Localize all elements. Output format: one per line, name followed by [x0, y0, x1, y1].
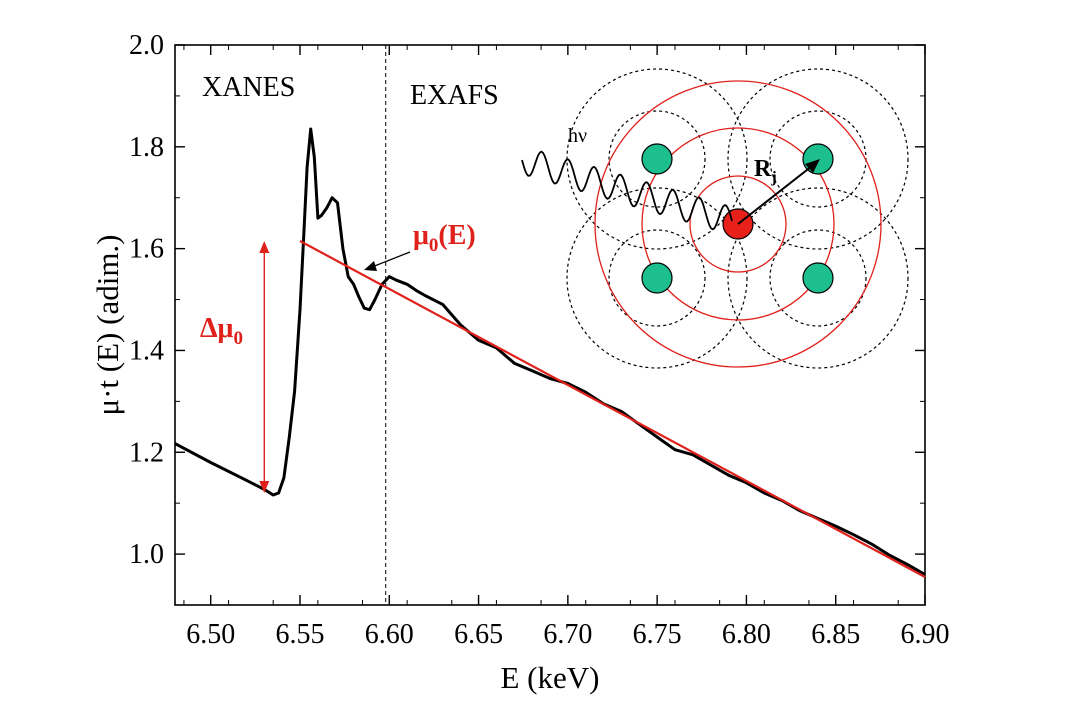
outer-shell-2: [566, 187, 748, 369]
x-tick-label-5: 6.75: [633, 619, 682, 650]
x-tick-label-8: 6.90: [901, 619, 950, 650]
neighbor-atom-2: [641, 262, 673, 294]
y-tick-label-4: 1.8: [129, 132, 164, 163]
wavefront-ring-1: [641, 127, 835, 321]
rj-label: Rj: [754, 156, 777, 186]
mu0-label: μ0(E): [413, 220, 476, 256]
y-tick-label-1: 1.2: [129, 437, 164, 468]
x-tick-label-6: 6.80: [722, 619, 771, 650]
y-tick-label-0: 1.0: [129, 539, 164, 570]
x-tick-label-0: 6.50: [186, 619, 235, 650]
neighbor-atom-3: [802, 262, 834, 294]
rj-arrow-line: [737, 165, 813, 225]
wavefront-ring-0: [689, 175, 787, 273]
x-tick-label-4: 6.70: [543, 619, 592, 650]
scattering-inset: hν Rj: [521, 68, 909, 369]
inner-shell-3: [769, 229, 867, 327]
mu0-pointer-line: [371, 251, 411, 268]
y-tick-label-5: 2.0: [129, 30, 164, 61]
neighbor-atom-0: [641, 143, 673, 175]
tick-labels: 6.50 6.55 6.60 6.65 6.70 6.75 6.80 6.85 6.90 1.0 1…: [129, 30, 950, 650]
xanes-label: XANES: [202, 72, 295, 103]
series-layer: [174, 127, 926, 578]
absorption-curve: [174, 127, 926, 576]
photon-label: hν: [568, 125, 587, 147]
y-axis-title: μ·t (E) (adim.): [90, 234, 125, 415]
outer-shell-1: [727, 68, 909, 250]
mu0-fit-line: [299, 240, 926, 578]
annotations: XANES EXAFS Δμ0 μ0(E): [200, 72, 499, 493]
y-tick-label-2: 1.4: [129, 335, 164, 366]
rj-arrow-head: [805, 159, 820, 173]
wavefront-ring-2: [594, 80, 882, 368]
x-tick-label-7: 6.85: [811, 619, 860, 650]
exafs-label: EXAFS: [410, 80, 499, 111]
inner-shell-2: [608, 229, 706, 327]
y-tick-label-3: 1.6: [129, 234, 164, 265]
delta-mu-label: Δμ0: [200, 313, 243, 349]
x-axis-title: E (keV): [501, 660, 600, 695]
mu0-pointer-head: [364, 261, 377, 271]
x-tick-label-1: 6.55: [276, 619, 325, 650]
inner-shell-0: [608, 110, 706, 208]
photon-wave: [521, 150, 733, 231]
delta-mu-arrowhead-bottom: [259, 481, 270, 493]
x-tick-label-3: 6.65: [454, 619, 503, 650]
axis-ticks: [175, 44, 926, 606]
outer-shell-3: [727, 187, 909, 369]
x-tick-label-2: 6.60: [365, 619, 414, 650]
delta-mu-arrowhead-top: [259, 241, 270, 253]
plot-frame: [174, 44, 926, 606]
